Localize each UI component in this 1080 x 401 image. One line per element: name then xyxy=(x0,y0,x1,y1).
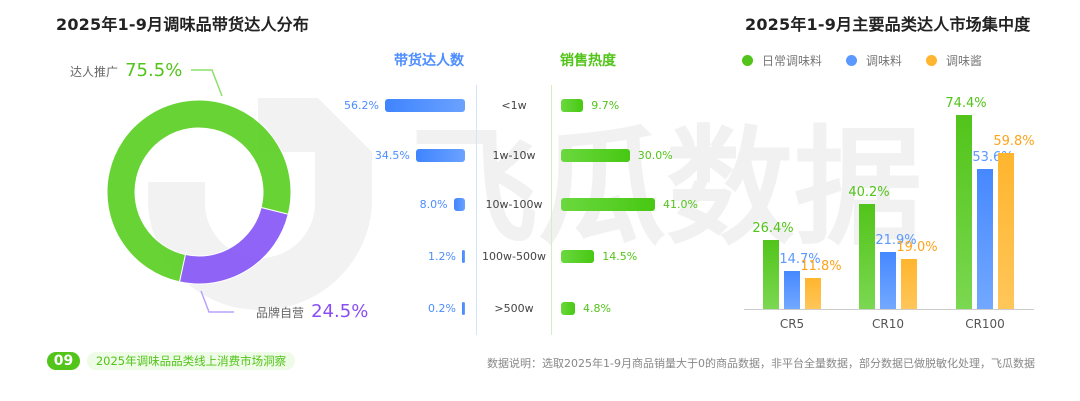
legend-item-sauce: 调味酱 xyxy=(926,52,982,69)
legend-dot-blue-icon xyxy=(846,55,858,66)
sales-range-label: 10w-100w xyxy=(485,198,543,211)
creators-bar xyxy=(415,149,465,162)
sales-range-label: >500w xyxy=(494,302,534,315)
donut-chart xyxy=(106,69,292,313)
sales-pct: 9.7% xyxy=(591,99,620,112)
legend-label: 调味酱 xyxy=(946,54,983,68)
legend-dot-orange-icon xyxy=(926,55,938,66)
donut-label-brand-value: 24.5% xyxy=(311,301,369,322)
donut-segment-creator xyxy=(106,99,292,283)
x-axis-line xyxy=(744,309,1034,310)
sales-range-label: 1w-10w xyxy=(492,149,536,162)
creators-pct: 8.0% xyxy=(419,198,448,211)
creators-bar xyxy=(385,99,465,112)
legend-item-daily-seasoning: 日常调味料 xyxy=(742,52,822,69)
bar-value-label: 14.7% xyxy=(779,251,821,267)
creators-bar xyxy=(462,250,465,263)
sales-bar xyxy=(561,198,655,211)
x-axis-tick-label: CR10 xyxy=(872,317,904,331)
sales-bar xyxy=(561,149,630,162)
donut-segment-brand xyxy=(178,206,289,285)
legend: 日常调味料 调味料 调味酱 xyxy=(742,52,982,69)
bar-cr5-seasoning xyxy=(784,270,800,309)
creators-pct: 0.2% xyxy=(428,302,456,315)
sales-pct: 14.5% xyxy=(602,250,638,263)
sales-column-header: 销售热度 xyxy=(560,53,616,69)
sales-bar xyxy=(561,250,595,263)
left-chart-title: 2025年1-9月调味品带货达人分布 xyxy=(56,15,310,34)
bar-value-label: 11.8% xyxy=(800,259,842,275)
bar-value-label: 19.0% xyxy=(896,240,938,256)
x-axis-tick-label: CR100 xyxy=(965,317,1005,331)
bar-cr5-sauce xyxy=(805,278,821,309)
bar-cr5-daily-seasoning xyxy=(763,240,779,309)
donut-label-creator-value: 75.5% xyxy=(125,60,183,81)
sales-pct: 30.0% xyxy=(637,149,673,162)
bar-value-label: 74.4% xyxy=(945,95,987,111)
sales-bar xyxy=(561,99,584,112)
bar-value-label: 21.9% xyxy=(875,232,917,248)
bar-value-label: 40.2% xyxy=(848,185,890,201)
donut-label-brand: 品牌自营 24.5% xyxy=(256,301,368,322)
data-footnote: 数据说明：选取2025年1-9月商品销量大于0的商品数据，非平台全量数据，部分数… xyxy=(487,357,1035,370)
leader-line-brand xyxy=(200,290,234,313)
creators-bar xyxy=(453,198,465,211)
creators-column-header: 带货达人数 xyxy=(394,53,464,69)
creators-pct: 1.2% xyxy=(428,250,456,263)
right-chart-title: 2025年1-9月主要品类达人市场集中度 xyxy=(745,15,1031,34)
bar-value-label: 26.4% xyxy=(752,221,794,237)
sales-bar xyxy=(561,302,575,315)
report-title-pill: 2025年调味品品类线上消费市场洞察 xyxy=(87,352,295,370)
watermark-text: 飞瓜数据 xyxy=(410,114,922,263)
legend-dot-green-icon xyxy=(742,55,753,66)
donut-label-creator-name: 达人推广 xyxy=(70,65,119,79)
green-divider xyxy=(551,85,552,335)
creators-pct: 56.2% xyxy=(344,99,379,112)
bar-cr10-seasoning xyxy=(880,251,896,309)
legend-item-seasoning: 调味料 xyxy=(846,52,902,69)
sales-range-label: 100w-500w xyxy=(482,250,546,263)
leader-line-creator xyxy=(191,69,223,97)
legend-label: 日常调味料 xyxy=(762,54,823,68)
sales-pct: 4.8% xyxy=(583,302,611,315)
donut-label-brand-name: 品牌自营 xyxy=(256,306,305,320)
x-axis-tick-label: CR5 xyxy=(779,317,805,331)
creators-bar xyxy=(462,302,465,315)
bar-cr100-sauce xyxy=(998,152,1014,309)
donut-label-creator: 达人推广 75.5% xyxy=(70,60,182,81)
bar-value-label: 59.8% xyxy=(993,133,1035,149)
blue-divider xyxy=(476,85,477,335)
bar-cr100-daily-seasoning xyxy=(956,114,972,309)
creators-pct: 34.5% xyxy=(374,149,410,162)
sales-range-label: <1w xyxy=(501,99,527,112)
bar-cr100-seasoning xyxy=(977,169,993,309)
bar-cr10-daily-seasoning xyxy=(859,204,875,309)
sales-pct: 41.0% xyxy=(663,198,698,211)
page-number-badge: 09 xyxy=(47,352,80,370)
legend-label: 调味料 xyxy=(866,54,903,68)
bar-cr10-sauce xyxy=(901,259,917,309)
